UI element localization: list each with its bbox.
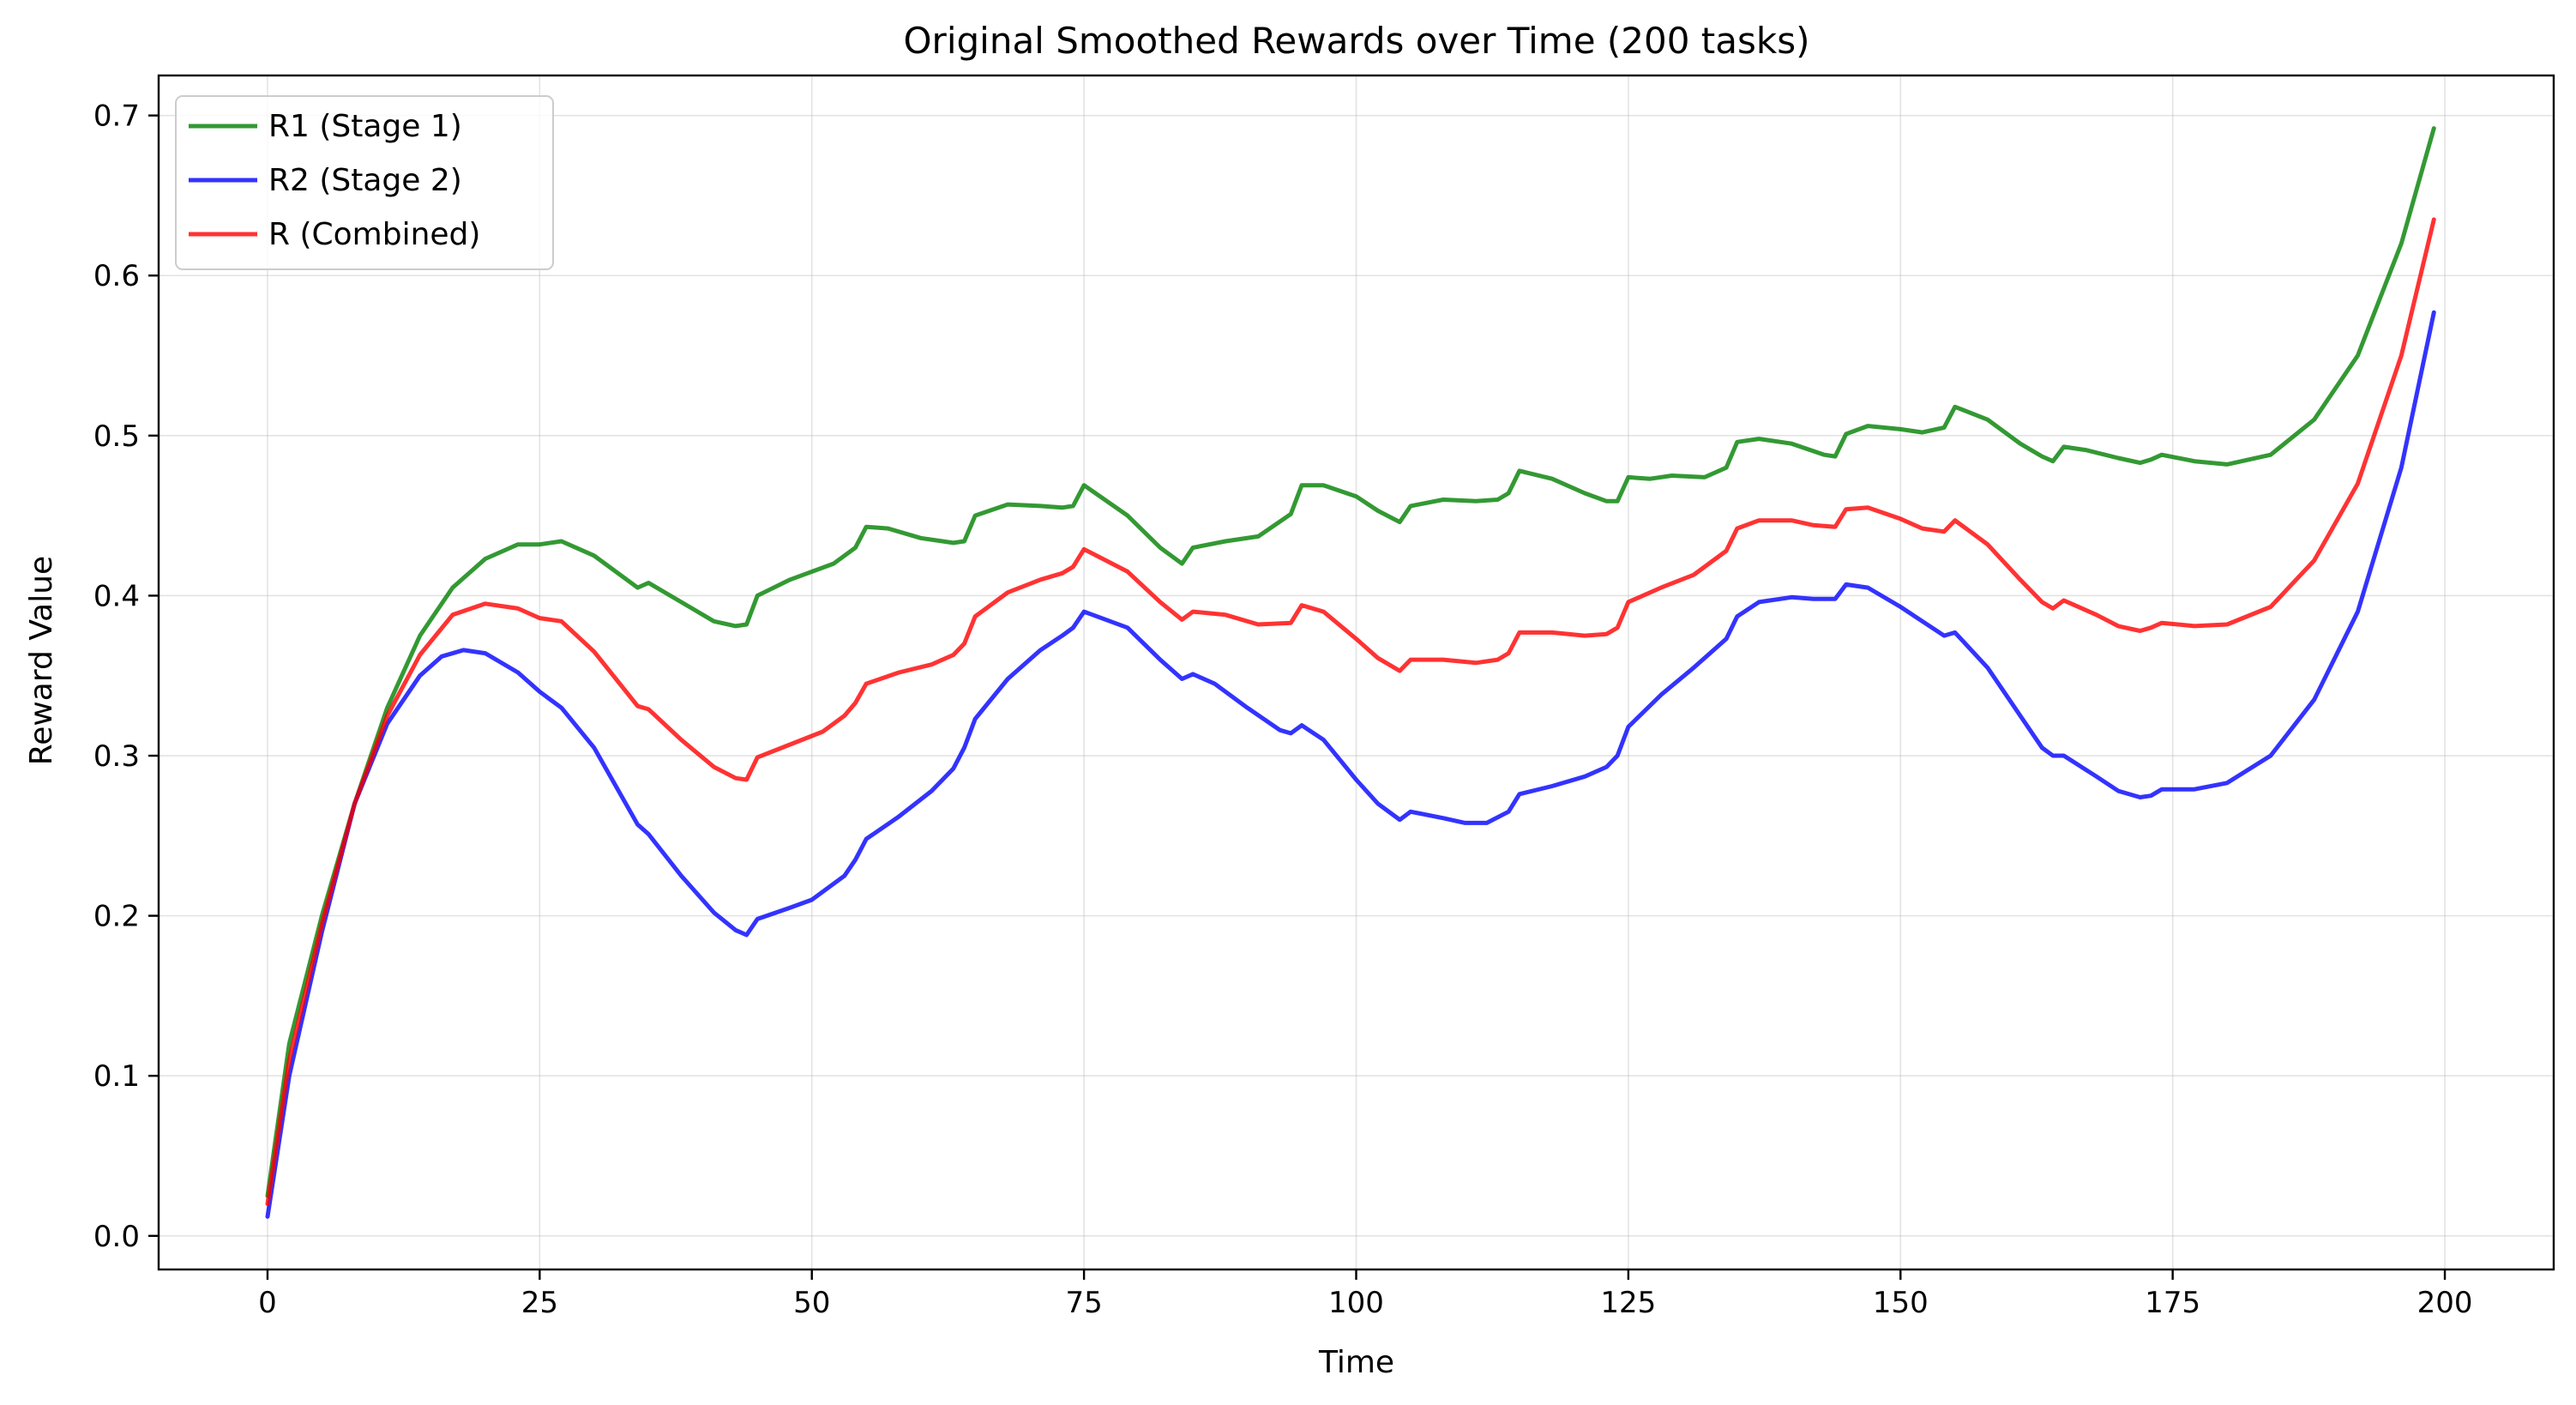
x-tick-label: 125 bbox=[1600, 1286, 1656, 1320]
x-tick-label: 100 bbox=[1328, 1286, 1384, 1320]
y-tick-label: 0.5 bbox=[93, 419, 140, 454]
axis-ticks: 0 25 50 75 100 125 150 175 200 0.0 0.1 0.2 0.3 0.4 0.5… bbox=[93, 99, 2473, 1320]
x-tick-label: 150 bbox=[1873, 1286, 1929, 1320]
y-tick-label: 0.3 bbox=[93, 739, 140, 774]
legend-label-r: R (Combined) bbox=[268, 217, 480, 252]
y-tick-label: 0.0 bbox=[93, 1220, 140, 1254]
series-line-r1 bbox=[265, 126, 2436, 1198]
series-line-r-combined bbox=[265, 217, 2436, 1206]
x-tick-label: 0 bbox=[258, 1286, 277, 1320]
legend-label-r2: R2 (Stage 2) bbox=[268, 163, 462, 198]
x-tick-label: 75 bbox=[1065, 1286, 1102, 1320]
series-lines bbox=[265, 126, 2436, 1219]
y-tick-label: 0.4 bbox=[93, 579, 140, 613]
x-tick-label: 175 bbox=[2145, 1286, 2200, 1320]
x-tick-label: 50 bbox=[793, 1286, 830, 1320]
series-line-r2 bbox=[265, 310, 2436, 1219]
y-axis-label: Reward Value bbox=[24, 556, 59, 765]
legend-label-r1: R1 (Stage 1) bbox=[268, 109, 462, 144]
x-tick-label: 200 bbox=[2417, 1286, 2473, 1320]
x-tick-label: 25 bbox=[521, 1286, 558, 1320]
y-tick-label: 0.2 bbox=[93, 900, 140, 934]
chart-title: Original Smoothed Rewards over Time (200… bbox=[904, 20, 1810, 62]
y-tick-label: 0.1 bbox=[93, 1059, 140, 1094]
grid-lines bbox=[159, 75, 2554, 1269]
y-tick-label: 0.7 bbox=[93, 99, 140, 134]
y-tick-label: 0.6 bbox=[93, 259, 140, 293]
x-axis-label: Time bbox=[1318, 1345, 1394, 1380]
legend: R1 (Stage 1) R2 (Stage 2) R (Combined) bbox=[175, 95, 554, 270]
legend-box bbox=[175, 95, 554, 270]
